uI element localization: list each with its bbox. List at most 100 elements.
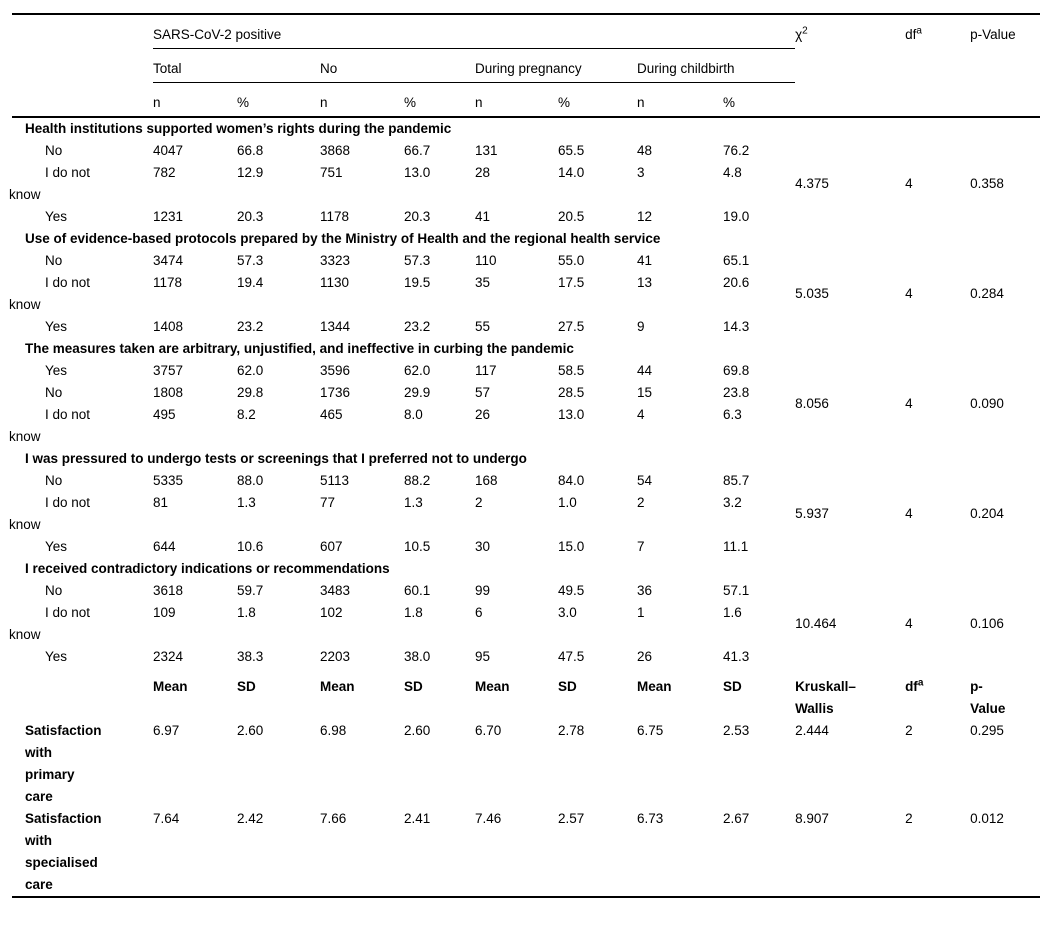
sd-header: SD xyxy=(404,679,423,694)
data-cell: 95 xyxy=(475,649,491,664)
data-cell: 12 xyxy=(637,209,653,224)
data-cell: 19.5 xyxy=(404,275,431,290)
data-cell: 644 xyxy=(153,539,176,554)
df-value: 2 xyxy=(905,811,913,826)
table-row: I do not know 782 12.9 751 13.0 28 14.0 … xyxy=(9,162,1040,206)
data-cell: 3474 xyxy=(153,253,184,268)
data-cell: 41.3 xyxy=(723,649,750,664)
data-cell: 19.0 xyxy=(723,209,750,224)
pct-header: % xyxy=(237,82,320,118)
data-cell: 1808 xyxy=(153,385,184,400)
table-row: Satisfaction with primary care 6.97 2.60… xyxy=(12,720,1040,808)
data-cell: 66.8 xyxy=(237,143,264,158)
p-value: 0.295 xyxy=(970,723,1004,738)
data-cell: 8.2 xyxy=(237,407,256,422)
data-cell: 4 xyxy=(637,407,645,422)
table-row: No 3474 57.3 3323 57.3 110 55.0 41 65.1 … xyxy=(12,250,1040,301)
kruskall-wallis-value: 8.907 xyxy=(795,811,829,826)
row-label: No xyxy=(45,385,63,400)
mean-header-stub xyxy=(12,668,153,720)
data-cell: 76.2 xyxy=(723,143,750,158)
data-cell: 117 xyxy=(475,363,497,378)
df-superscript: a xyxy=(917,677,924,689)
data-cell: 495 xyxy=(153,407,176,422)
data-cell: 2.41 xyxy=(404,811,431,826)
data-cell: 59.7 xyxy=(237,583,264,598)
data-cell: 6.73 xyxy=(637,811,664,826)
mean-sd-header-row: Mean SD Mean SD Mean SD Mean SD Kruskall… xyxy=(12,668,1040,720)
df-label: df xyxy=(905,27,917,42)
data-cell: 109 xyxy=(153,605,176,620)
data-cell: 1344 xyxy=(320,319,351,334)
data-cell: 7.66 xyxy=(320,811,347,826)
table-row: Yes 644 10.6 607 10.5 30 15.0 7 11.1 xyxy=(12,536,1040,558)
data-cell: 44 xyxy=(637,363,653,378)
section-title-row: The measures taken are arbitrary, unjust… xyxy=(12,338,1040,360)
data-cell: 69.8 xyxy=(723,363,750,378)
row-label: I do not know xyxy=(9,165,91,202)
data-cell: 13.0 xyxy=(558,407,585,422)
data-cell: 77 xyxy=(320,495,336,510)
data-cell: 2.78 xyxy=(558,723,585,738)
p-value-label: p-Value xyxy=(970,27,1016,42)
data-cell: 8.0 xyxy=(404,407,423,422)
data-cell: 57.3 xyxy=(404,253,431,268)
row-label: Satisfaction with specialised care xyxy=(25,811,102,892)
data-cell: 49.5 xyxy=(558,583,585,598)
section-title: I was pressured to undergo tests or scre… xyxy=(25,451,527,466)
mean-header: Mean xyxy=(475,679,510,694)
row-label: Yes xyxy=(45,649,68,664)
data-cell: 1736 xyxy=(320,385,351,400)
data-cell: 782 xyxy=(153,165,176,180)
df-label: df xyxy=(905,679,918,694)
data-cell: 2 xyxy=(637,495,645,510)
chi-superscript: 2 xyxy=(802,25,808,37)
subgroup-header-no: No xyxy=(320,48,475,83)
data-cell: 110 xyxy=(475,253,497,268)
table-row: No 4047 66.8 3868 66.7 131 65.5 48 76.2 … xyxy=(12,140,1040,191)
table-row: No 1808 29.8 1736 29.9 57 28.5 15 23.8 xyxy=(12,382,1040,404)
section-title-row: I received contradictory indications or … xyxy=(12,558,1040,580)
n-header: n xyxy=(637,82,723,118)
data-cell: 35 xyxy=(475,275,491,290)
row-label: No xyxy=(45,583,63,598)
data-cell: 17.5 xyxy=(558,275,585,290)
data-cell: 751 xyxy=(320,165,343,180)
data-cell: 607 xyxy=(320,539,343,554)
data-cell: 2203 xyxy=(320,649,351,664)
data-cell: 3757 xyxy=(153,363,184,378)
row-label: Yes xyxy=(45,319,68,334)
chi-symbol: χ xyxy=(795,27,803,42)
chi2-value: 8.056 xyxy=(795,396,829,411)
section-title-row: Health institutions supported women’s ri… xyxy=(12,117,1040,140)
section-title-row: Use of evidence-based protocols prepared… xyxy=(12,228,1040,250)
data-cell: 1.6 xyxy=(723,605,742,620)
table-row: Satisfaction with specialised care 7.64 … xyxy=(12,808,1040,897)
data-cell: 88.0 xyxy=(237,473,264,488)
data-cell: 6 xyxy=(475,605,483,620)
data-cell: 30 xyxy=(475,539,491,554)
data-cell: 168 xyxy=(475,473,498,488)
df-value: 4 xyxy=(905,286,913,301)
header-row-measures: n % n % n % n % xyxy=(12,82,1040,118)
df-column-header: dfa xyxy=(905,14,971,118)
paper-table-page: SARS-CoV-2 positive χ2 dfa p-Value Total… xyxy=(0,13,1050,930)
data-cell: 6.3 xyxy=(723,407,742,422)
data-cell: 2.42 xyxy=(237,811,264,826)
data-cell: 20.6 xyxy=(723,275,750,290)
row-label: I do not know xyxy=(9,495,91,532)
data-cell: 23.2 xyxy=(404,319,431,334)
pct-header: % xyxy=(558,82,637,118)
section-title: Health institutions supported women’s ri… xyxy=(25,121,452,136)
data-cell: 6.97 xyxy=(153,723,180,738)
section-title: The measures taken are arbitrary, unjust… xyxy=(25,341,574,356)
data-cell: 55 xyxy=(475,319,491,334)
mean-header: Mean xyxy=(320,679,355,694)
data-cell: 1178 xyxy=(153,275,183,290)
data-cell: 1178 xyxy=(320,209,350,224)
data-cell: 38.3 xyxy=(237,649,264,664)
data-cell: 85.7 xyxy=(723,473,750,488)
data-cell: 2324 xyxy=(153,649,184,664)
chi2-value: 10.464 xyxy=(795,616,837,631)
df-value: 4 xyxy=(905,616,913,631)
